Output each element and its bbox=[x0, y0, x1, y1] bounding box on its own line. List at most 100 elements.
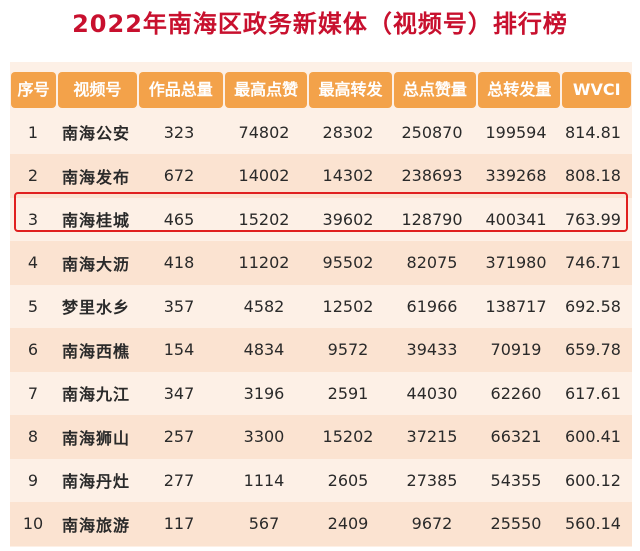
cell-wvci: 746.71 bbox=[565, 253, 621, 272]
cell-account-name: 南海旅游 bbox=[61, 515, 130, 535]
page-title: 2022年南海区政务新媒体（视频号）排行榜 bbox=[72, 10, 568, 38]
cell-account-name: 南海发布 bbox=[61, 167, 130, 187]
cell-total-likes: 128790 bbox=[401, 209, 463, 229]
cell-rank: 7 bbox=[27, 383, 39, 403]
cell-max-shares: 2591 bbox=[327, 383, 369, 403]
table-row: 6 南海西樵 154 4834 9572 39433 70919 659.78 bbox=[10, 327, 632, 372]
cell-total-likes: 82075 bbox=[406, 253, 458, 272]
column-header-rank: 序号 bbox=[11, 72, 57, 108]
cell-max-shares: 28302 bbox=[322, 122, 374, 142]
table-row: 5 梦里水乡 357 4582 12502 61966 138717 692.58 bbox=[10, 284, 632, 328]
cell-total-likes: 27385 bbox=[406, 470, 458, 490]
cell-max-likes: 4834 bbox=[243, 340, 285, 359]
column-header-max-likes: 最高点赞 bbox=[224, 72, 308, 108]
cell-total-works: 418 bbox=[163, 253, 195, 272]
column-header-total-likes: 总点赞量 bbox=[393, 72, 477, 108]
table-row: 7 南海九江 347 3196 2591 44030 62260 617.61 bbox=[10, 371, 632, 415]
cell-total-shares: 70919 bbox=[490, 340, 542, 359]
cell-account-name: 南海大沥 bbox=[61, 254, 130, 274]
cell-total-works: 465 bbox=[163, 209, 195, 229]
cell-max-shares: 39602 bbox=[322, 209, 374, 229]
cell-rank: 1 bbox=[27, 122, 39, 142]
cell-total-works: 257 bbox=[163, 427, 195, 446]
cell-total-likes: 9672 bbox=[411, 514, 453, 533]
cell-rank: 8 bbox=[27, 427, 39, 446]
cell-max-shares: 2409 bbox=[327, 514, 369, 533]
cell-max-shares: 12502 bbox=[322, 296, 374, 316]
cell-total-shares: 199594 bbox=[485, 122, 547, 142]
cell-total-shares: 339268 bbox=[485, 166, 547, 185]
cell-total-works: 154 bbox=[163, 340, 195, 359]
cell-wvci: 814.81 bbox=[565, 122, 621, 142]
cell-total-shares: 66321 bbox=[490, 427, 542, 446]
cell-max-shares: 95502 bbox=[322, 253, 374, 272]
cell-total-works: 277 bbox=[163, 470, 195, 490]
column-header-wvci: WVCI bbox=[562, 72, 632, 108]
cell-rank: 9 bbox=[27, 470, 39, 490]
cell-wvci: 763.99 bbox=[565, 209, 621, 229]
table-row: 9 南海丹灶 277 1114 2605 27385 54355 600.12 bbox=[10, 458, 632, 502]
cell-rank: 2 bbox=[27, 166, 39, 185]
cell-max-likes: 3196 bbox=[243, 383, 285, 403]
column-header-max-shares: 最高转发 bbox=[309, 72, 392, 108]
cell-total-likes: 61966 bbox=[406, 296, 458, 316]
table-row: 10 南海旅游 117 567 2409 9672 25550 560.14 bbox=[10, 501, 632, 546]
cell-max-shares: 15202 bbox=[322, 427, 374, 446]
cell-account-name: 南海公安 bbox=[61, 124, 130, 143]
cell-max-likes: 4582 bbox=[243, 296, 285, 316]
cell-max-likes: 1114 bbox=[243, 470, 285, 490]
cell-total-shares: 138717 bbox=[485, 296, 547, 316]
column-header-total-works: 作品总量 bbox=[138, 72, 223, 108]
cell-max-likes: 11202 bbox=[238, 253, 290, 272]
cell-max-likes: 14002 bbox=[238, 166, 290, 185]
cell-total-likes: 39433 bbox=[406, 340, 458, 359]
cell-rank: 5 bbox=[27, 296, 39, 316]
cell-rank: 10 bbox=[22, 514, 44, 533]
cell-wvci: 659.78 bbox=[565, 340, 621, 359]
cell-wvci: 808.18 bbox=[565, 166, 621, 185]
cell-total-likes: 37215 bbox=[406, 427, 458, 446]
column-header-account: 视频号 bbox=[58, 72, 137, 108]
table-row: 4 南海大沥 418 11202 95502 82075 371980 746.71 bbox=[10, 240, 632, 285]
cell-max-shares: 2605 bbox=[327, 470, 369, 490]
cell-account-name: 南海桂城 bbox=[61, 211, 130, 230]
table-row: 8 南海狮山 257 3300 15202 37215 66321 600.41 bbox=[10, 414, 632, 459]
cell-max-likes: 74802 bbox=[238, 122, 290, 142]
cell-max-shares: 9572 bbox=[327, 340, 369, 359]
cell-wvci: 560.14 bbox=[565, 514, 621, 533]
cell-account-name: 梦里水乡 bbox=[61, 298, 130, 317]
cell-account-name: 南海九江 bbox=[61, 385, 130, 404]
table-row: 2 南海发布 672 14002 14302 238693 339268 808.18 bbox=[10, 153, 632, 198]
cell-total-works: 117 bbox=[163, 514, 195, 533]
cell-wvci: 692.58 bbox=[565, 296, 621, 316]
cell-max-likes: 3300 bbox=[243, 427, 285, 446]
table-header: 序号 视频号 作品总量 最高点赞 最高转发 总点赞量 总转发量 WVCI bbox=[10, 68, 632, 112]
cell-wvci: 617.61 bbox=[565, 383, 621, 403]
cell-account-name: 南海狮山 bbox=[61, 428, 130, 448]
ranking-table bbox=[10, 62, 632, 547]
cell-total-works: 347 bbox=[163, 383, 195, 403]
cell-total-shares: 371980 bbox=[485, 253, 547, 272]
cell-total-likes: 44030 bbox=[406, 383, 458, 403]
cell-total-works: 323 bbox=[163, 122, 195, 142]
cell-max-likes: 15202 bbox=[238, 209, 290, 229]
cell-total-shares: 62260 bbox=[490, 383, 542, 403]
cell-account-name: 南海西樵 bbox=[61, 341, 130, 361]
cell-max-shares: 14302 bbox=[322, 166, 374, 185]
cell-wvci: 600.12 bbox=[565, 470, 621, 490]
column-header-total-shares: 总转发量 bbox=[478, 72, 561, 108]
cell-account-name: 南海丹灶 bbox=[61, 472, 130, 491]
cell-total-shares: 400341 bbox=[485, 209, 547, 229]
cell-rank: 3 bbox=[27, 209, 39, 229]
cell-total-likes: 250870 bbox=[401, 122, 463, 142]
cell-wvci: 600.41 bbox=[565, 427, 621, 446]
cell-max-likes: 567 bbox=[248, 514, 280, 533]
cell-total-likes: 238693 bbox=[401, 166, 463, 185]
table-row: 3 南海桂城 465 15202 39602 128790 400341 763.99 bbox=[10, 197, 632, 241]
cell-total-works: 357 bbox=[163, 296, 195, 316]
cell-rank: 4 bbox=[27, 253, 39, 272]
cell-rank: 6 bbox=[27, 340, 39, 359]
table-row: 1 南海公安 323 74802 28302 250870 199594 814.81 bbox=[10, 110, 632, 154]
cell-total-shares: 25550 bbox=[490, 514, 542, 533]
cell-total-shares: 54355 bbox=[490, 470, 542, 490]
